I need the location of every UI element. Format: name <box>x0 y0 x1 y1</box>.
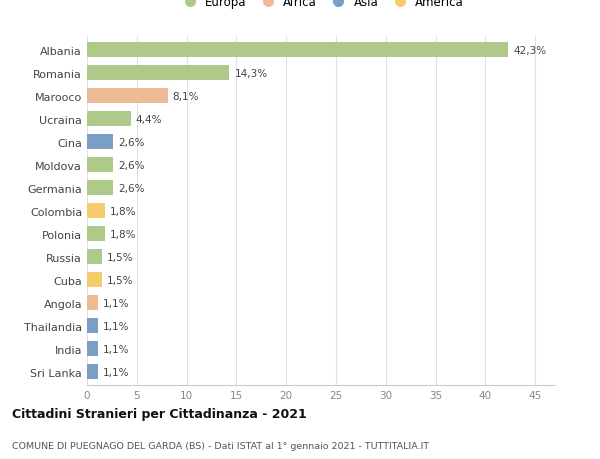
Bar <box>87 112 131 127</box>
Bar <box>87 319 98 333</box>
Text: Cittadini Stranieri per Cittadinanza - 2021: Cittadini Stranieri per Cittadinanza - 2… <box>12 407 307 420</box>
Text: 2,6%: 2,6% <box>118 137 145 147</box>
Text: 1,1%: 1,1% <box>103 367 130 377</box>
Bar <box>87 364 98 379</box>
Text: 42,3%: 42,3% <box>513 45 547 56</box>
Text: 2,6%: 2,6% <box>118 160 145 170</box>
Text: 1,8%: 1,8% <box>110 206 136 216</box>
Bar <box>87 227 105 241</box>
Text: 1,1%: 1,1% <box>103 344 130 354</box>
Bar <box>87 66 229 81</box>
Bar <box>87 341 98 356</box>
Bar <box>87 204 105 218</box>
Bar <box>87 43 508 58</box>
Bar <box>87 273 102 287</box>
Text: 1,1%: 1,1% <box>103 321 130 331</box>
Bar <box>87 250 102 264</box>
Text: 1,1%: 1,1% <box>103 298 130 308</box>
Bar <box>87 89 167 104</box>
Text: 14,3%: 14,3% <box>235 68 268 78</box>
Text: 8,1%: 8,1% <box>173 91 199 101</box>
Bar <box>87 158 113 173</box>
Text: 1,5%: 1,5% <box>107 275 133 285</box>
Bar <box>87 135 113 150</box>
Text: 2,6%: 2,6% <box>118 183 145 193</box>
Text: 1,8%: 1,8% <box>110 229 136 239</box>
Bar <box>87 181 113 196</box>
Text: COMUNE DI PUEGNAGO DEL GARDA (BS) - Dati ISTAT al 1° gennaio 2021 - TUTTITALIA.I: COMUNE DI PUEGNAGO DEL GARDA (BS) - Dati… <box>12 441 429 450</box>
Text: 1,5%: 1,5% <box>107 252 133 262</box>
Text: 4,4%: 4,4% <box>136 114 162 124</box>
Legend: Europa, Africa, Asia, America: Europa, Africa, Asia, America <box>176 0 466 11</box>
Bar <box>87 296 98 310</box>
